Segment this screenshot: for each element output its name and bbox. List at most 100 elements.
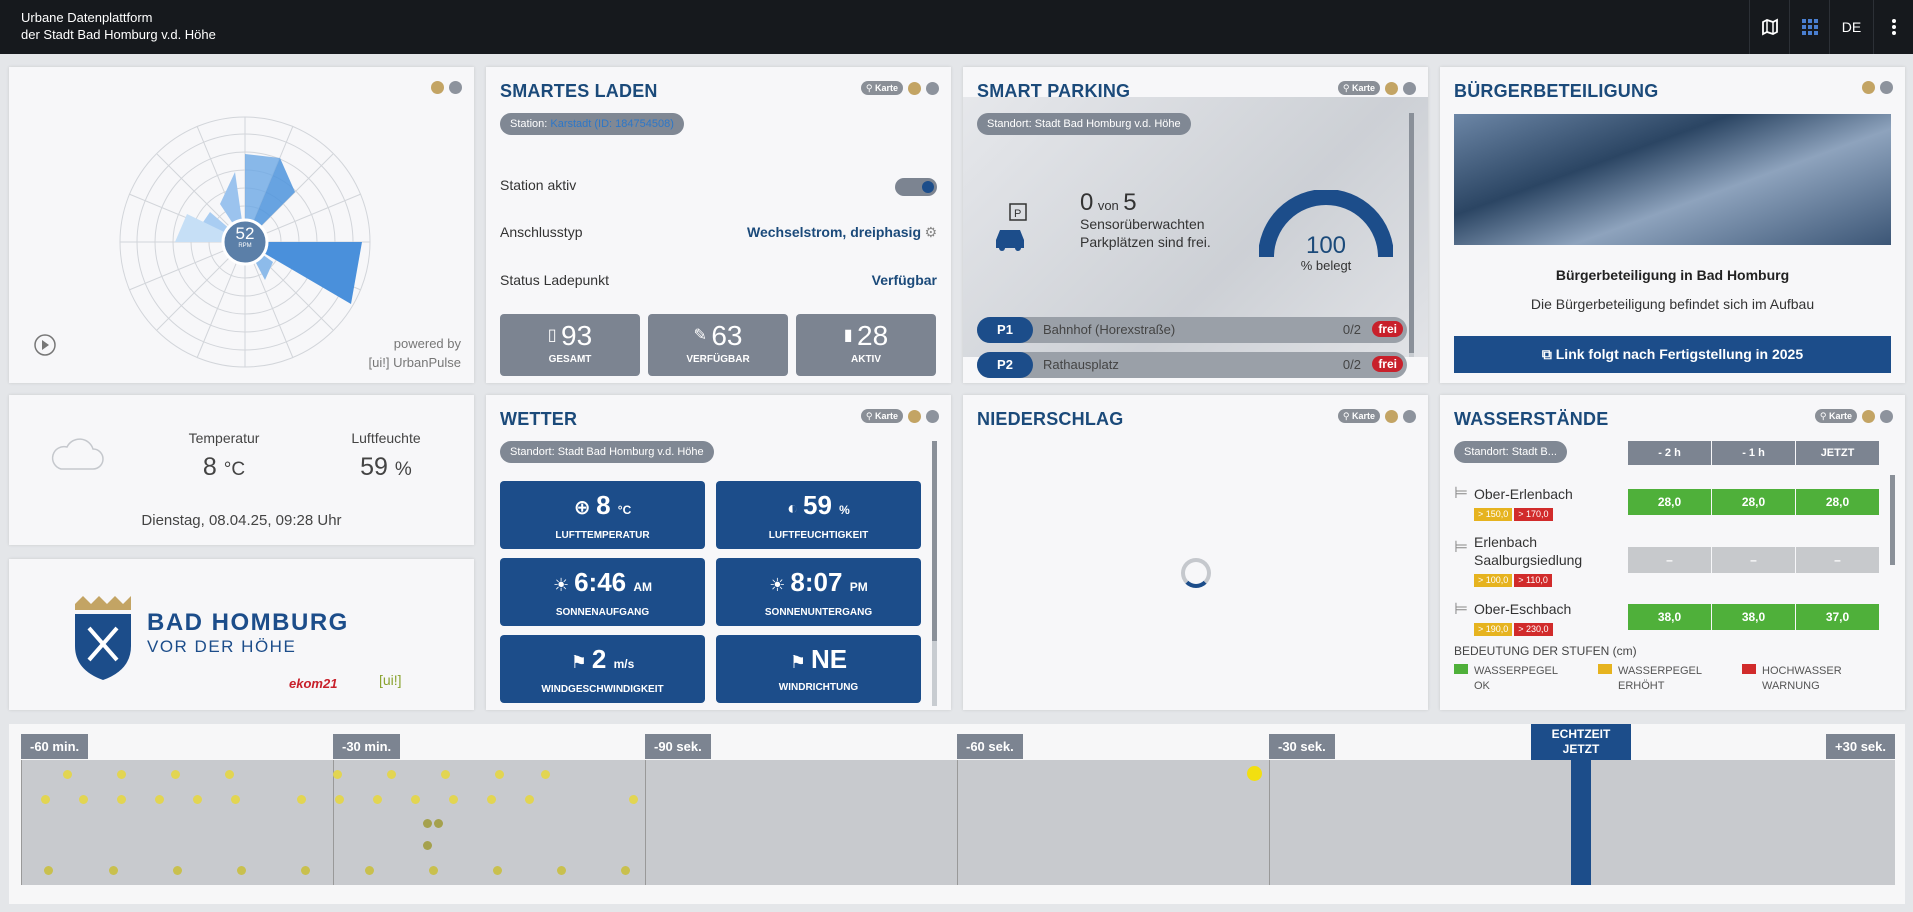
event-dot[interactable]: [44, 866, 53, 875]
active-toggle[interactable]: [895, 178, 937, 196]
weather-temperature: ⊕ 8 °C LUFTTEMPERATUR: [500, 481, 705, 549]
info-dot[interactable]: [1880, 409, 1893, 423]
event-dot[interactable]: [333, 770, 342, 779]
climate-tile: Temperatur 8 °C Luftfeuchte 59 % Diensta…: [9, 395, 474, 545]
smart-parking-tile: SMART PARKING ⚲ Karte Standort: Stadt Ba…: [963, 67, 1428, 383]
event-dot[interactable]: [411, 795, 420, 804]
more-icon[interactable]: [1873, 0, 1913, 54]
location-selector[interactable]: Standort: Stadt Bad Homburg v.d. Höhe: [500, 441, 714, 463]
event-dot[interactable]: [301, 866, 310, 875]
event-dot[interactable]: [117, 770, 126, 779]
event-dot[interactable]: [63, 770, 72, 779]
event-dot[interactable]: [109, 866, 118, 875]
event-dot[interactable]: [225, 770, 234, 779]
connection-type-row: Anschlusstyp Wechselstrom, dreiphasig ⚙: [500, 224, 937, 240]
event-dot[interactable]: [373, 795, 382, 804]
event-dot[interactable]: [1247, 766, 1262, 781]
event-dot[interactable]: [335, 795, 344, 804]
now-marker[interactable]: ECHTZEIT JETZT: [1531, 724, 1631, 760]
station-link[interactable]: Karstadt (ID: 184754508): [550, 118, 674, 130]
settings-dot[interactable]: [1385, 409, 1398, 423]
event-dot[interactable]: [621, 866, 630, 875]
event-dot[interactable]: [41, 795, 50, 804]
info-dot[interactable]: [926, 409, 939, 423]
timeline-segment: [957, 760, 1269, 885]
event-dot[interactable]: [171, 770, 180, 779]
coat-of-arms-icon: [75, 596, 131, 680]
settings-dot[interactable]: [431, 81, 444, 94]
parking-row[interactable]: P1 Bahnhof (Horexstraße) 0/2 frei: [977, 317, 1407, 343]
event-dot[interactable]: [237, 866, 246, 875]
event-dot[interactable]: [629, 795, 638, 804]
event-dot[interactable]: [297, 795, 306, 804]
language-button[interactable]: DE: [1829, 0, 1873, 54]
event-dot[interactable]: [495, 770, 504, 779]
gauge-name[interactable]: Ober-Erlenbach > 150,0 > 170,0: [1474, 486, 1573, 521]
temp-label: Temperatur: [188, 430, 260, 446]
karte-button[interactable]: ⚲ Karte: [1337, 81, 1380, 95]
event-dot[interactable]: [193, 795, 202, 804]
karte-button[interactable]: ⚲ Karte: [1337, 409, 1380, 423]
event-dot[interactable]: [117, 795, 126, 804]
event-dot[interactable]: [525, 795, 534, 804]
grid-icon[interactable]: [1789, 0, 1829, 54]
map-icon[interactable]: [1749, 0, 1789, 54]
karte-button[interactable]: ⚲ Karte: [860, 409, 903, 423]
brand[interactable]: Urbane Datenplattform der Stadt Bad Homb…: [21, 9, 216, 43]
event-dot[interactable]: [423, 819, 432, 828]
event-dot[interactable]: [449, 795, 458, 804]
settings-dot[interactable]: [1862, 409, 1875, 423]
event-dot[interactable]: [423, 841, 432, 850]
col-header: - 1 h: [1712, 441, 1795, 465]
play-icon[interactable]: [33, 333, 57, 357]
participation-link-button[interactable]: ⧉ Link folgt nach Fertigstellung in 2025: [1454, 336, 1891, 373]
occupancy-gauge: [1259, 190, 1393, 258]
event-dot[interactable]: [365, 866, 374, 875]
total-count: 5: [1123, 189, 1137, 216]
logo-line1: BAD HOMBURG: [147, 609, 349, 636]
karte-button[interactable]: ⚲ Karte: [1814, 409, 1857, 423]
charger-icon: ▯: [547, 327, 562, 344]
location-selector[interactable]: Standort: Stadt B...: [1454, 441, 1567, 463]
event-dot[interactable]: [387, 770, 396, 779]
scrollbar[interactable]: [1409, 113, 1414, 357]
event-dot[interactable]: [429, 866, 438, 875]
info-dot[interactable]: [1403, 409, 1416, 423]
plug-icon: ⚙: [924, 224, 937, 240]
gauge-icon: ⊨: [1454, 601, 1468, 618]
event-dot[interactable]: [434, 819, 443, 828]
event-dot[interactable]: [557, 866, 566, 875]
sunrise-icon: ☀: [552, 575, 575, 595]
event-dot[interactable]: [79, 795, 88, 804]
droplets-icon: ◐: [787, 498, 804, 518]
parking-row[interactable]: P2 Rathausplatz 0/2 frei: [977, 352, 1407, 378]
event-dot[interactable]: [541, 770, 550, 779]
settings-dot[interactable]: [908, 81, 921, 95]
legend-raised: WASSERPEGEL ERHÖHT: [1598, 664, 1702, 694]
event-dot[interactable]: [155, 795, 164, 804]
settings-dot[interactable]: [908, 409, 921, 423]
info-dot[interactable]: [449, 81, 462, 94]
event-dot[interactable]: [441, 770, 450, 779]
event-dot[interactable]: [231, 795, 240, 804]
settings-dot[interactable]: [1385, 81, 1398, 95]
loading-spinner-icon: [1181, 558, 1211, 588]
event-dot[interactable]: [487, 795, 496, 804]
location-selector[interactable]: Standort: Stadt Bad Homburg v.d. Höhe: [977, 113, 1191, 135]
event-dot[interactable]: [493, 866, 502, 875]
info-dot[interactable]: [1403, 81, 1416, 95]
status-badge: frei: [1372, 356, 1403, 372]
gauge-value: 100: [1305, 232, 1347, 259]
scrollbar[interactable]: [932, 441, 937, 706]
gauge-name[interactable]: Ober-Eschbach > 190,0 > 230,0: [1474, 601, 1572, 636]
karte-button[interactable]: ⚲ Karte: [860, 81, 903, 95]
event-dot[interactable]: [173, 866, 182, 875]
status-row: Status Ladepunkt Verfügbar: [500, 272, 937, 288]
station-selector[interactable]: Station: Karstadt (ID: 184754508): [500, 113, 684, 135]
gauge-name[interactable]: Erlenbach Saalburgsiedlung > 100,0 > 110,0: [1474, 534, 1583, 587]
scrollbar[interactable]: [1890, 475, 1895, 565]
wind-radar-tile: 52 RPM powered by [ui!] UrbanPulse: [9, 67, 474, 383]
info-dot[interactable]: [926, 81, 939, 95]
info-dot[interactable]: [1880, 81, 1893, 94]
settings-dot[interactable]: [1862, 81, 1875, 94]
